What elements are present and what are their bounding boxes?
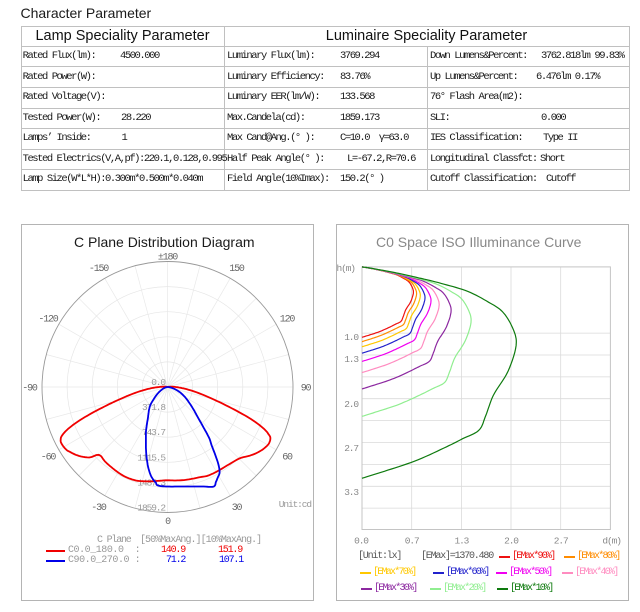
svg-text:-120: -120 <box>38 315 58 326</box>
svg-text:0.0: 0.0 <box>151 377 166 388</box>
svg-text:90: 90 <box>301 384 312 395</box>
svg-text:120: 120 <box>280 315 296 326</box>
svg-text:1115.5: 1115.5 <box>137 452 166 463</box>
svg-text:1.3: 1.3 <box>454 536 469 547</box>
svg-text:150: 150 <box>229 264 245 275</box>
svg-text:0.0: 0.0 <box>354 536 369 547</box>
svg-text:1.0: 1.0 <box>344 332 359 343</box>
svg-text:-60: -60 <box>41 453 57 464</box>
svg-text:743.7: 743.7 <box>142 427 165 438</box>
svg-text:0: 0 <box>165 517 171 528</box>
svg-text:1859.2: 1859.2 <box>137 503 166 514</box>
svg-text:-150: -150 <box>89 264 109 275</box>
svg-text:±180: ±180 <box>158 253 178 264</box>
svg-text:1487.3: 1487.3 <box>137 477 166 488</box>
svg-text:30: 30 <box>232 503 243 514</box>
svg-text:60: 60 <box>282 453 293 464</box>
svg-text:1.3: 1.3 <box>344 354 359 365</box>
svg-text:h(m): h(m) <box>337 263 356 274</box>
svg-text:2.0: 2.0 <box>504 536 519 547</box>
svg-text:2.7: 2.7 <box>344 443 358 454</box>
svg-text:371.8: 371.8 <box>142 402 166 413</box>
svg-text:0.7: 0.7 <box>405 536 419 547</box>
svg-text:-30: -30 <box>91 503 107 514</box>
svg-text:-90: -90 <box>22 384 38 395</box>
svg-text:3.3: 3.3 <box>344 487 359 498</box>
svg-text:Unit:cd: Unit:cd <box>279 499 312 510</box>
svg-text:2.7: 2.7 <box>554 536 568 547</box>
svg-text:2.0: 2.0 <box>344 399 359 410</box>
svg-text:d(m): d(m) <box>602 536 621 547</box>
